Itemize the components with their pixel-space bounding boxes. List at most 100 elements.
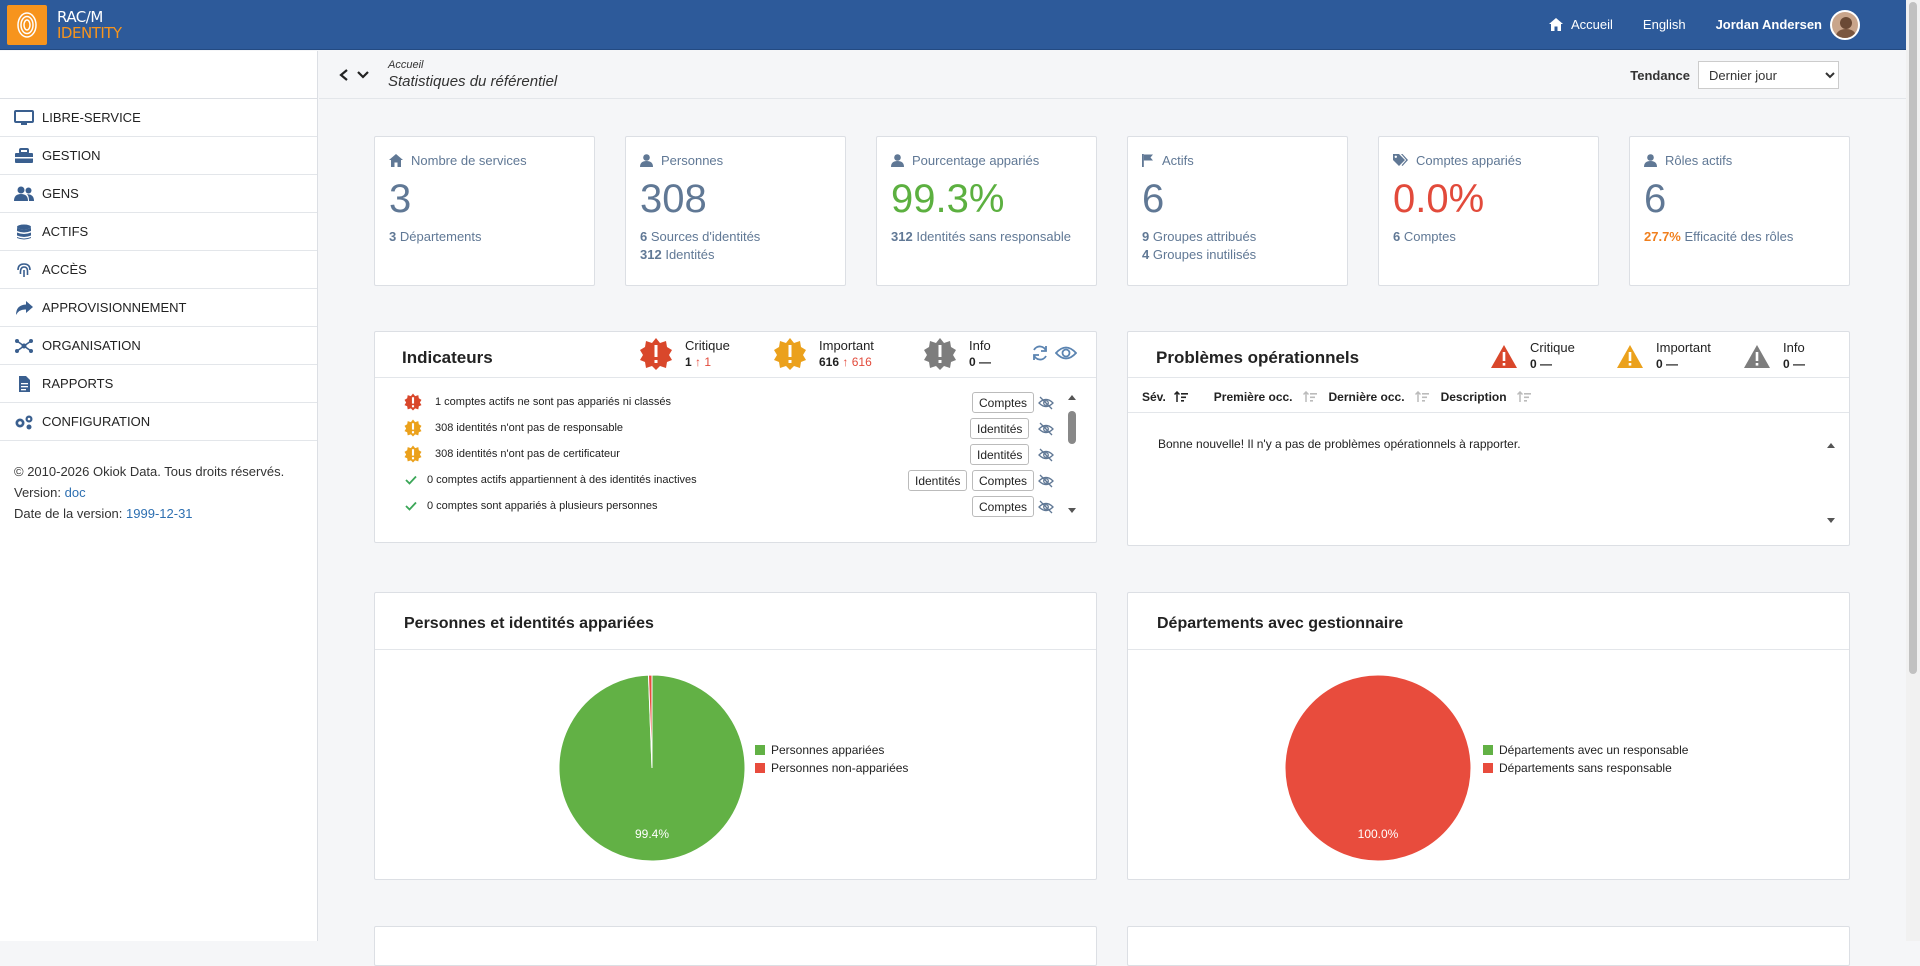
nav-home-link[interactable]: Accueil xyxy=(1549,17,1613,32)
sidebar-item-libre-service[interactable]: LIBRE-SERVICE xyxy=(0,99,317,137)
sidebar-item-organisation[interactable]: ORGANISATION xyxy=(0,327,317,365)
indicator-text: 308 identités n'ont pas de responsable xyxy=(435,421,624,434)
important-count: 0 xyxy=(1656,357,1663,371)
stat-line-number: 6 xyxy=(1393,229,1401,244)
scrollbar-thumb[interactable] xyxy=(1068,411,1076,444)
person-icon xyxy=(891,154,904,167)
indicators-critical-summary[interactable]: Critique 1 ↑ 1 xyxy=(639,337,730,371)
app-logo[interactable]: RAC/M IDENTITY xyxy=(7,4,122,45)
identites-button[interactable]: Identités xyxy=(970,444,1030,465)
network-icon xyxy=(15,338,33,353)
warning-critical-icon xyxy=(1491,344,1517,368)
avatar xyxy=(1830,9,1860,40)
sidebar-item-gestion[interactable]: GESTION xyxy=(0,137,317,175)
pie-data-label: 100.0% xyxy=(1358,827,1399,841)
breadcrumb-parent[interactable]: Accueil xyxy=(388,59,424,71)
indicators-scrollbar[interactable] xyxy=(1067,394,1077,514)
stat-card-services[interactable]: Nombre de services 3 3 Départements xyxy=(374,136,595,286)
pie-slice[interactable] xyxy=(1284,674,1472,862)
eye-slash-icon[interactable] xyxy=(1038,422,1054,436)
fingerprint-logo-icon xyxy=(7,4,47,45)
indicators-info-summary[interactable]: Info 0 — xyxy=(923,337,991,371)
comptes-button[interactable]: Comptes xyxy=(972,470,1035,491)
critical-delta: — xyxy=(1540,357,1553,371)
version-label: Version: xyxy=(14,485,61,500)
people-icon xyxy=(14,186,34,201)
stat-card-personnes[interactable]: Personnes 308 6 Sources d'identités 312 … xyxy=(625,136,846,286)
version-link[interactable]: doc xyxy=(64,485,86,500)
share-arrow-icon xyxy=(16,300,33,315)
info-delta: — xyxy=(1793,357,1806,371)
eye-slash-icon[interactable] xyxy=(1038,474,1054,488)
eye-slash-icon[interactable] xyxy=(1038,396,1054,410)
sidebar-item-label: CONFIGURATION xyxy=(42,414,151,429)
document-icon xyxy=(19,375,30,392)
trend-select[interactable]: Dernier jour xyxy=(1698,61,1839,89)
language-switch-link[interactable]: English xyxy=(1642,17,1686,32)
sidebar-item-gens[interactable]: GENS xyxy=(0,175,317,213)
pie-slice[interactable] xyxy=(647,674,653,769)
important-delta: — xyxy=(1666,357,1679,371)
identites-button[interactable]: Identités xyxy=(970,418,1030,439)
indicators-important-summary[interactable]: Important 616 ↑ 616 xyxy=(773,337,874,371)
sidebar-item-acces[interactable]: ACCÈS xyxy=(0,251,317,289)
stat-line-text: Groupes attribués xyxy=(1152,229,1257,244)
chart-legend: Personnes appariées Personnes non-appari… xyxy=(755,743,908,779)
stat-value: 6 xyxy=(1644,177,1667,221)
sidebar-item-configuration[interactable]: CONFIGURATION xyxy=(0,403,317,441)
stat-line-text: Efficacité des rôles xyxy=(1684,229,1794,244)
column-header-description[interactable]: Description xyxy=(1441,390,1531,404)
important-delta: 616 xyxy=(851,355,872,369)
column-header-derniere-occ[interactable]: Dernière occ. xyxy=(1329,390,1429,404)
important-badge-icon xyxy=(774,338,806,370)
stat-value: 6 xyxy=(1142,177,1165,221)
column-header-sev[interactable]: Sév. xyxy=(1142,390,1188,404)
legend-item[interactable]: Personnes non-appariées xyxy=(755,761,908,775)
indicator-row: 308 identités n'ont pas de responsable xyxy=(403,417,623,438)
important-badge-icon xyxy=(404,419,422,436)
important-label: Important xyxy=(819,338,874,353)
stat-card-roles-actifs[interactable]: Rôles actifs 6 27.7% Efficacité des rôle… xyxy=(1629,136,1850,286)
scroll-up-arrow-icon[interactable] xyxy=(1068,394,1076,400)
column-header-premiere-occ[interactable]: Première occ. xyxy=(1214,390,1317,404)
eye-slash-icon[interactable] xyxy=(1038,500,1054,514)
stat-title: Comptes appariés xyxy=(1416,153,1522,168)
scrollbar-thumb[interactable] xyxy=(1909,2,1917,674)
person-icon xyxy=(640,154,653,167)
sidebar-item-actifs[interactable]: ACTIFS xyxy=(0,213,317,251)
info-count: 0 xyxy=(1783,357,1790,371)
eye-icon[interactable] xyxy=(1055,344,1077,362)
indicator-row: 0 comptes sont appariés à plusieurs pers… xyxy=(405,495,658,516)
chevron-left-icon[interactable] xyxy=(338,68,350,82)
eye-slash-icon[interactable] xyxy=(1038,448,1054,462)
legend-item[interactable]: Personnes appariées xyxy=(755,743,908,757)
operational-info-summary[interactable]: Info 0 — xyxy=(1743,340,1805,372)
legend-item[interactable]: Départements sans responsable xyxy=(1483,761,1688,775)
stat-card-comptes-apparies[interactable]: Comptes appariés 0.0% 6 Comptes xyxy=(1378,136,1599,286)
stat-title: Actifs xyxy=(1162,153,1194,168)
scroll-down-arrow-icon[interactable] xyxy=(1068,508,1076,514)
refresh-icon[interactable] xyxy=(1030,343,1050,363)
comptes-button[interactable]: Comptes xyxy=(972,392,1035,413)
indicator-text: 0 comptes actifs appartiennent à des ide… xyxy=(427,473,697,486)
indicator-text: 0 comptes sont appariés à plusieurs pers… xyxy=(427,499,658,512)
scroll-down-arrow-icon[interactable] xyxy=(1827,518,1835,524)
identites-button[interactable]: Identités xyxy=(908,470,968,491)
warning-info-icon xyxy=(1744,344,1770,368)
operational-title: Problèmes opérationnels xyxy=(1156,348,1360,367)
sidebar-item-rapports[interactable]: RAPPORTS xyxy=(0,365,317,403)
operational-important-summary[interactable]: Important 0 — xyxy=(1616,340,1711,372)
toolbox-icon xyxy=(15,147,33,163)
comptes-button[interactable]: Comptes xyxy=(972,496,1035,517)
scroll-up-arrow-icon[interactable] xyxy=(1827,442,1835,448)
nav-home-label: Accueil xyxy=(1571,17,1613,32)
operational-critical-summary[interactable]: Critique 0 — xyxy=(1490,340,1575,372)
version-date-link[interactable]: 1999-12-31 xyxy=(126,506,193,521)
user-menu[interactable]: Jordan Andersen xyxy=(1716,9,1860,40)
chevron-down-icon[interactable] xyxy=(356,68,370,82)
legend-item[interactable]: Départements avec un responsable xyxy=(1483,743,1688,757)
stat-card-actifs[interactable]: Actifs 6 9 Groupes attribués 4 Groupes i… xyxy=(1127,136,1348,286)
page-scrollbar[interactable] xyxy=(1906,0,1920,941)
sidebar-item-approvisionnement[interactable]: APPROVISIONNEMENT xyxy=(0,289,317,327)
stat-card-pourcentage-apparies[interactable]: Pourcentage appariés 99.3% 312 Identités… xyxy=(876,136,1097,286)
